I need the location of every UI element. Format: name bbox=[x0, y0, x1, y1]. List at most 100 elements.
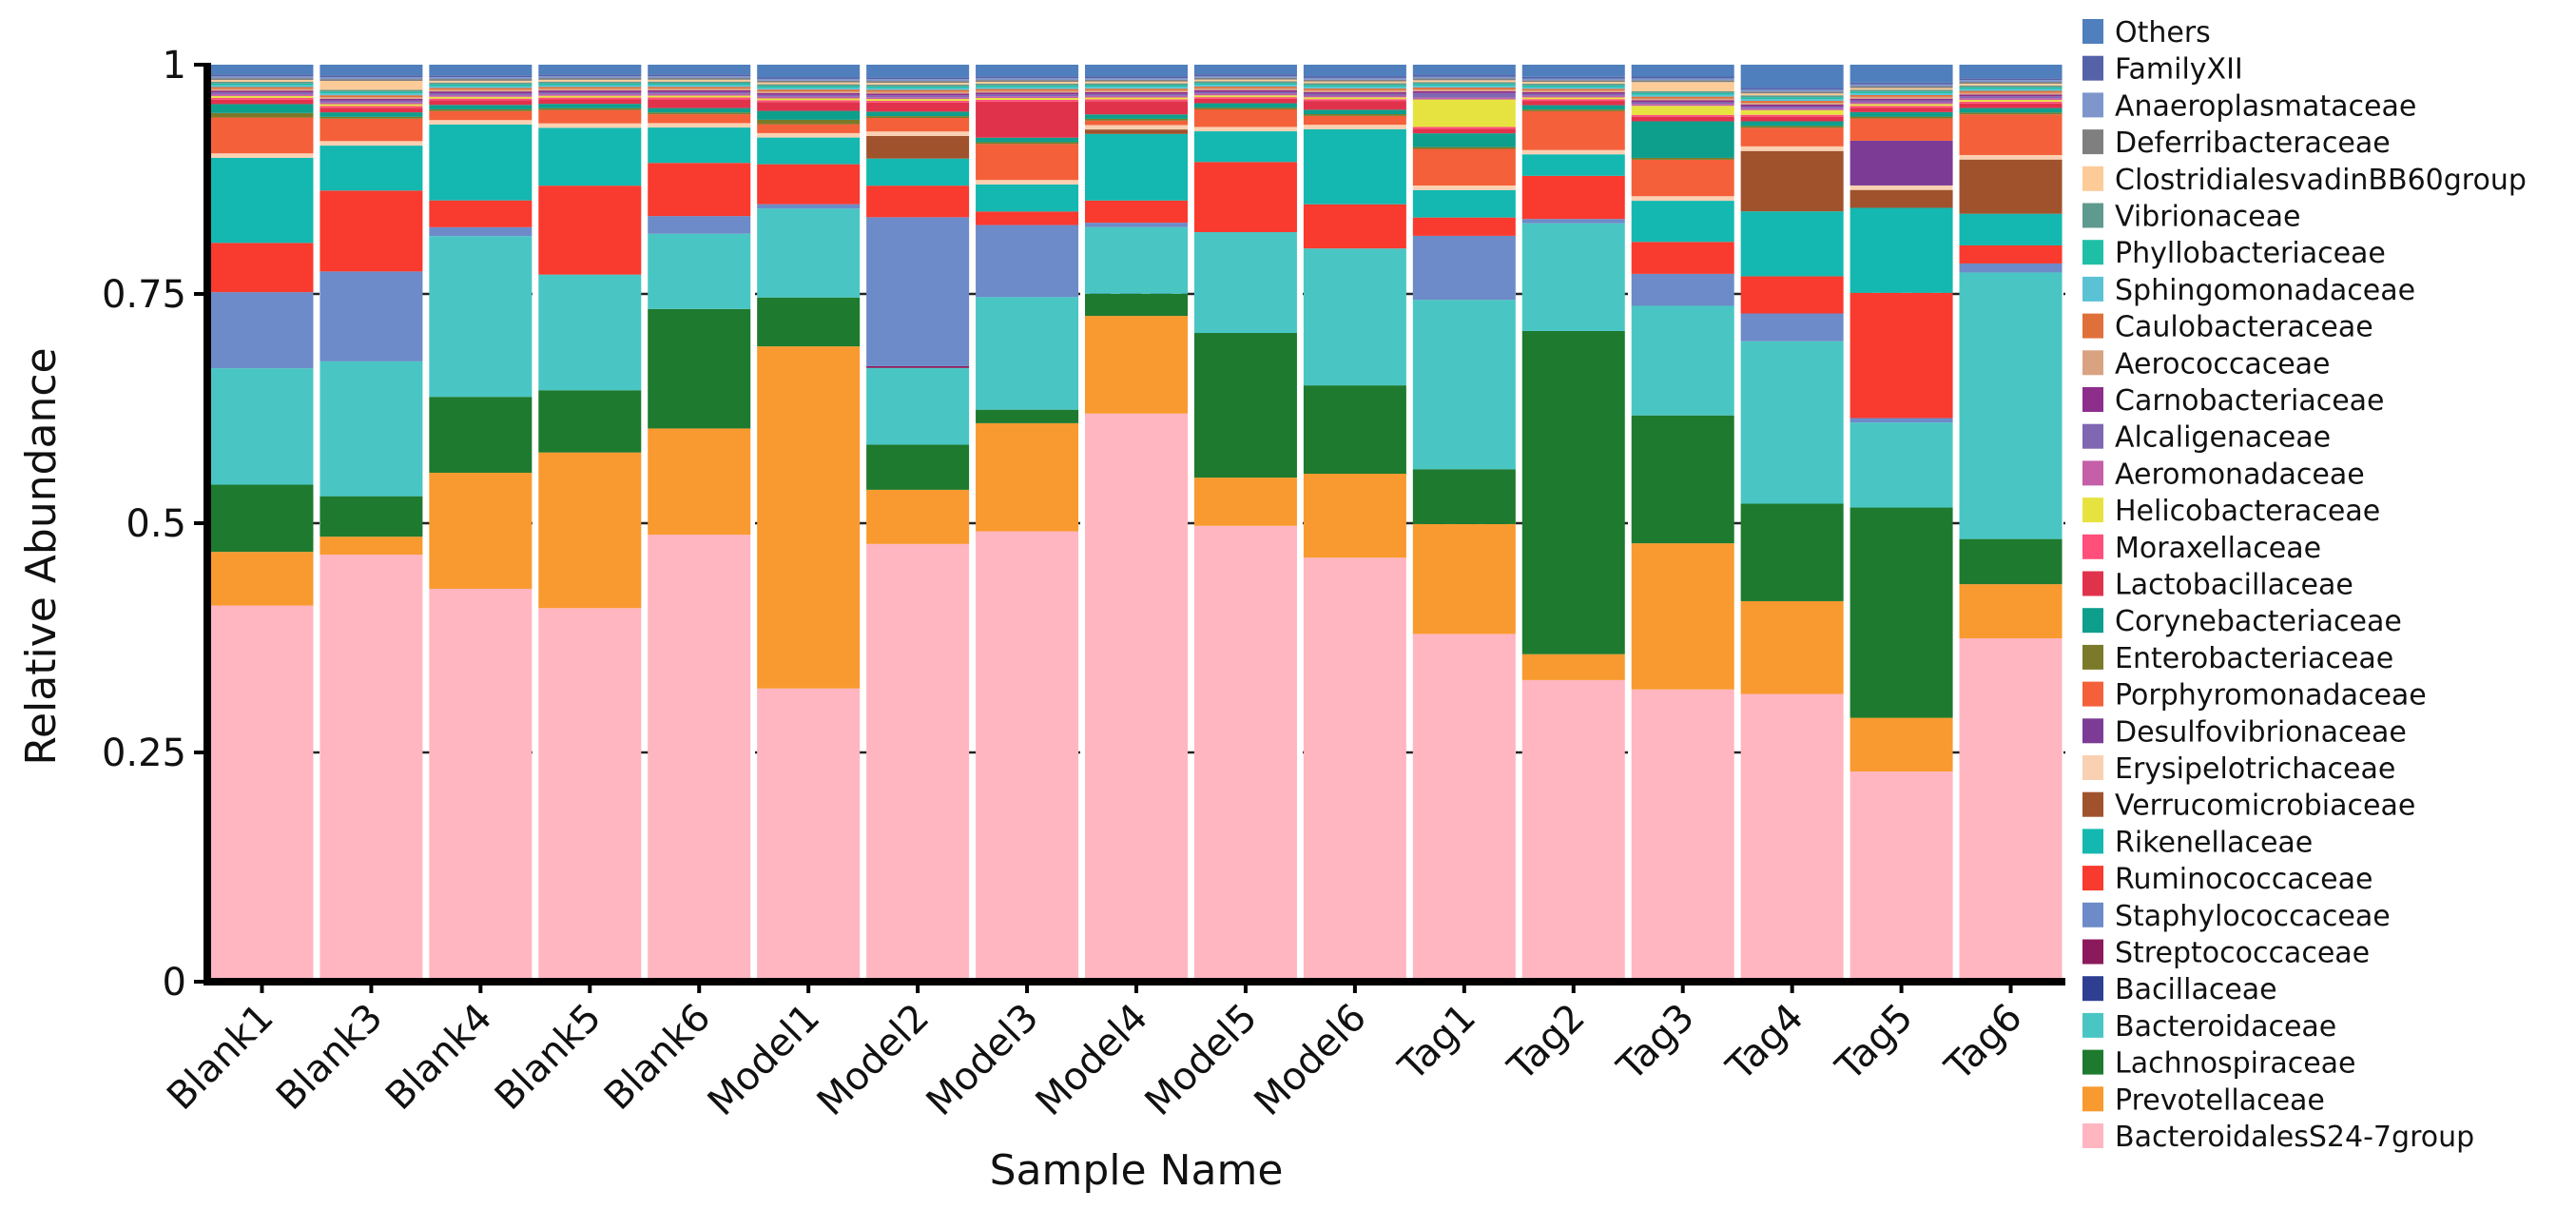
bar-segment bbox=[1740, 116, 1844, 122]
legend-swatch bbox=[2082, 681, 2103, 707]
bar-segment bbox=[976, 87, 1079, 89]
bar-segment bbox=[1631, 114, 1734, 117]
bar-segment bbox=[976, 81, 1079, 84]
bar-segment bbox=[1959, 101, 2063, 104]
bar-segment bbox=[648, 216, 751, 234]
x-tick-label: Model2 bbox=[809, 996, 938, 1124]
legend-swatch bbox=[2082, 240, 2103, 265]
bar-stack-tag4 bbox=[1740, 65, 1844, 982]
bar-segment bbox=[210, 95, 314, 98]
bar-segment bbox=[1959, 272, 2063, 539]
bar-segment bbox=[1631, 96, 1734, 99]
bar-segment bbox=[320, 271, 423, 361]
legend-label: FamilyXII bbox=[2115, 53, 2243, 87]
bar-segment bbox=[1850, 771, 1953, 982]
legend-swatch bbox=[2082, 166, 2103, 191]
bar-segment bbox=[538, 93, 642, 96]
bar-segment bbox=[538, 99, 642, 105]
bar-segment bbox=[320, 104, 423, 107]
bar-segment bbox=[320, 89, 423, 92]
bar-segment bbox=[1850, 140, 1953, 185]
bar-segment bbox=[210, 83, 314, 86]
bar-segment bbox=[1959, 263, 2063, 273]
bar-segment bbox=[1085, 77, 1188, 80]
bar-segment bbox=[1631, 242, 1734, 274]
legend-item: Moraxellaceae bbox=[2082, 532, 2321, 565]
x-tick-label: Model6 bbox=[1247, 996, 1375, 1124]
bar-segment bbox=[1740, 109, 1844, 115]
bar-segment bbox=[429, 100, 533, 106]
bar-segment bbox=[757, 82, 861, 85]
bar-segment bbox=[320, 555, 423, 982]
bar-segment bbox=[648, 233, 751, 309]
legend-label: Bacillaceae bbox=[2115, 973, 2277, 1006]
legend-swatch bbox=[2082, 644, 2103, 670]
bar-segment bbox=[976, 422, 1079, 532]
bar-segment bbox=[976, 98, 1079, 100]
legend-item: Prevotellaceae bbox=[2082, 1083, 2325, 1117]
legend-swatch bbox=[2082, 902, 2103, 927]
legend-label: Others bbox=[2115, 16, 2211, 49]
x-axis-title: Sample Name bbox=[990, 1146, 1284, 1195]
bar-segment bbox=[1850, 86, 1953, 88]
bar-segment bbox=[648, 89, 751, 92]
bar-segment bbox=[1740, 104, 1844, 107]
bar-segment bbox=[538, 65, 642, 75]
x-tick-label: Model5 bbox=[1137, 996, 1266, 1124]
bar-segment bbox=[1412, 76, 1516, 79]
bar-stack-model2 bbox=[866, 65, 970, 982]
bar-segment bbox=[1850, 185, 1953, 190]
bar-segment bbox=[1193, 95, 1297, 98]
bar-segment bbox=[1959, 244, 2063, 263]
bar-segment bbox=[866, 99, 970, 101]
bar-segment bbox=[648, 85, 751, 88]
bar-segment bbox=[1193, 232, 1297, 334]
bar-segment bbox=[648, 83, 751, 86]
legend-item: Deferribacteraceae bbox=[2082, 127, 2391, 160]
bar-segment bbox=[1740, 89, 1844, 92]
bar-segment bbox=[1959, 159, 2063, 214]
bar-segment bbox=[210, 97, 314, 100]
legend-label: Enterobacteriaceae bbox=[2115, 642, 2393, 675]
legend-label: Aerococcaceae bbox=[2115, 347, 2331, 381]
legend-label: Porphyromonadaceae bbox=[2115, 679, 2427, 712]
bar-segment bbox=[648, 428, 751, 536]
bar-segment bbox=[1085, 79, 1188, 82]
bar-segment bbox=[1740, 693, 1844, 982]
bar-segment bbox=[1303, 99, 1406, 102]
bar-segment bbox=[429, 124, 533, 201]
bar-segment bbox=[1085, 101, 1188, 115]
bar-segment bbox=[1193, 79, 1297, 82]
bar-segment bbox=[210, 80, 314, 82]
bar-segment bbox=[320, 361, 423, 497]
bar-segment bbox=[1085, 99, 1188, 102]
bar-segment bbox=[976, 184, 1079, 212]
bar-segment bbox=[1085, 125, 1188, 130]
bar-segment bbox=[976, 83, 1079, 86]
bar-segment bbox=[757, 100, 861, 103]
bar-segment bbox=[1303, 95, 1406, 98]
bar-segment bbox=[648, 93, 751, 96]
legend-swatch bbox=[2082, 755, 2103, 780]
bar-segment bbox=[210, 153, 314, 158]
bar-segment bbox=[866, 117, 970, 132]
x-tick-label: Blank3 bbox=[268, 996, 391, 1119]
bar-segment bbox=[1303, 91, 1406, 94]
x-tick-label: Tag1 bbox=[1390, 996, 1484, 1090]
bar-segment bbox=[538, 88, 642, 91]
bar-segment bbox=[429, 98, 533, 101]
bar-segment bbox=[320, 141, 423, 146]
bar-segment bbox=[1303, 65, 1406, 77]
bar-segment bbox=[320, 100, 423, 103]
bar-segment bbox=[866, 91, 970, 94]
bar-segment bbox=[757, 77, 861, 79]
bar-segment bbox=[1412, 88, 1516, 89]
legend-swatch bbox=[2082, 55, 2103, 81]
legend-item: Anaeroplasmataceae bbox=[2082, 89, 2416, 123]
bar-segment bbox=[1631, 543, 1734, 690]
bar-segment bbox=[976, 297, 1079, 410]
bar-segment bbox=[1850, 98, 1953, 101]
bar-segment bbox=[1521, 88, 1625, 91]
bar-segment bbox=[1303, 89, 1406, 92]
legend-item: Bacillaceae bbox=[2082, 973, 2277, 1006]
